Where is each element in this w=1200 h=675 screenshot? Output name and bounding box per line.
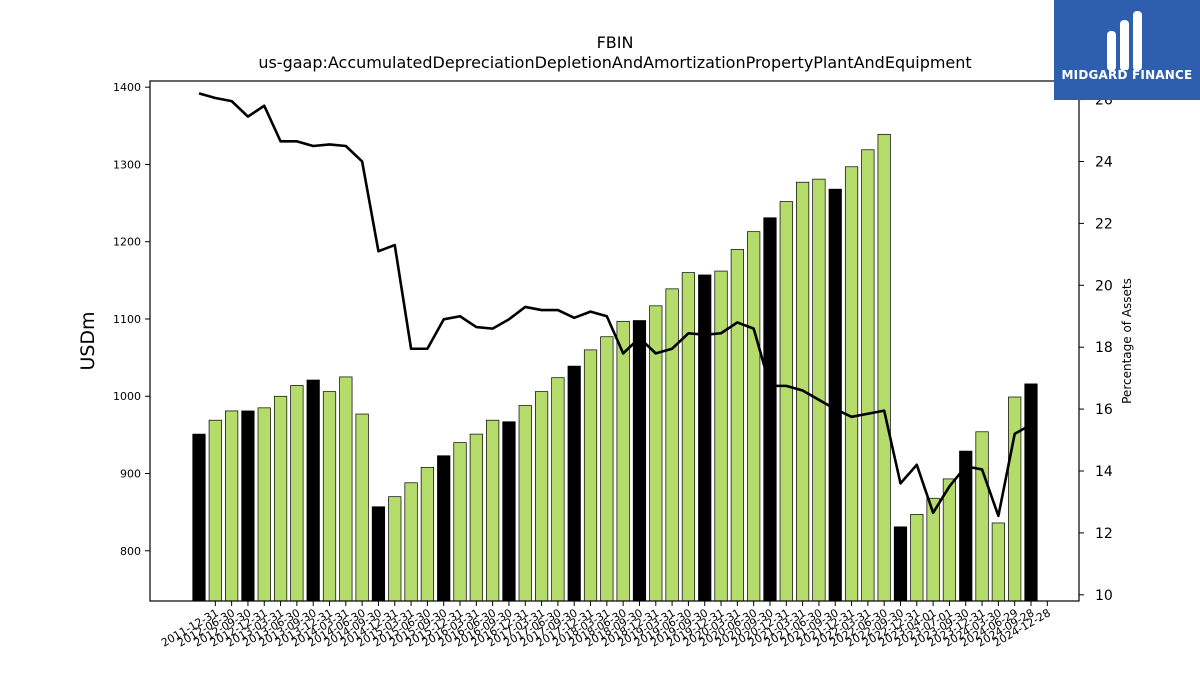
bar-2022-12-31 [910,514,924,602]
bar-2019-12-31 [714,270,728,602]
y2-tick-label: 24 [1095,154,1113,170]
y2-tick-label: 12 [1095,526,1113,542]
y-tick-label: 900 [120,468,141,481]
bar-2013-12-31 [322,391,337,602]
bar-2024-09-28 [1024,383,1038,602]
y2-tick-label: 14 [1095,464,1113,480]
bar-2016-09-30 [502,421,516,602]
y-tick-label: 1300 [113,158,141,171]
bar-2017-09-30 [567,365,581,602]
y2-tick-label: 10 [1095,588,1113,604]
y-tick-label: 1100 [113,313,141,326]
bar-2017-12-31 [583,349,598,602]
bar-2022-03-31 [861,149,875,602]
bar-2012-03-31 [208,419,222,602]
bar-2012-09-30 [241,410,255,602]
bar-2014-06-30 [355,413,369,602]
y2-tick-label: 20 [1095,278,1113,294]
bar-2018-03-31 [600,336,614,602]
bar-2021-12-31 [844,166,859,602]
bar-2012-06-30 [225,410,239,602]
bar-2020-09-30 [763,217,777,602]
bar-2015-06-30 [420,466,434,602]
y-axis-label: USDm [77,311,99,370]
chart-subtitle: us-gaap:AccumulatedDepreciationDepletion… [258,53,971,72]
bar-2013-09-30 [306,379,320,602]
bar-2011-12-31 [192,433,206,602]
bar-2023-07-01 [942,478,957,602]
bar-2022-06-30 [877,133,891,602]
bar-2015-09-30 [437,455,451,602]
y-tick-label: 800 [120,545,141,558]
chart-title: FBIN [597,33,634,52]
bar-series [192,133,1038,602]
bar-2013-03-31 [273,395,288,602]
bar-2019-03-31 [665,288,679,602]
bar-2023-12-31 [975,431,989,602]
bar-2017-06-30 [551,377,565,602]
bar-2014-09-30 [371,506,386,602]
bar-2020-12-31 [779,201,793,602]
y-tick-label: 1400 [113,81,141,94]
bar-2018-09-30 [632,320,647,602]
bar-2021-09-30 [828,188,842,602]
bar-2021-06-30 [812,178,826,602]
y2-tick-label: 16 [1095,402,1113,418]
bar-2018-06-30 [616,320,630,602]
y2-tick-label: 22 [1095,216,1113,232]
bar-2024-06-29 [1008,396,1022,602]
bar-2013-06-30 [290,385,304,602]
bar-2024-03-30 [991,522,1005,602]
bar-2015-03-31 [404,482,418,602]
bar-2016-03-31 [469,433,483,602]
bar-2020-03-31 [730,249,744,602]
bar-2019-06-30 [681,272,696,602]
bar-2019-09-30 [698,274,712,602]
x-axis: 2011-12-312012-06-302012-09-302012-12-31… [159,601,1053,650]
y2-tick-label: 18 [1095,340,1113,356]
bar-2014-03-31 [339,376,353,602]
y-tick-label: 1200 [113,236,141,249]
y-tick-label: 1000 [113,390,141,403]
logo-text: MIDGARD FINANCE [1061,68,1193,82]
percent-line-series [198,92,1032,518]
midgard-logo-icon [1107,11,1142,70]
percent-of-assets-line [198,92,1032,518]
y-axis-left: 800 900 1000 1100 1200 1300 1400 [113,81,150,558]
bar-2014-12-31 [388,496,402,602]
bar-2016-06-30 [486,419,500,602]
bar-2012-12-31 [257,407,271,602]
bar-2016-12-31 [518,405,532,602]
y2-axis-label: Percentage of Assets [1120,278,1134,404]
logo: MIDGARD FINANCE [1054,0,1200,100]
plot-frame [149,80,1080,602]
bar-2017-03-31 [534,391,549,602]
bar-2020-06-30 [747,231,761,602]
bar-2015-12-31 [453,442,467,602]
bar-2022-09-30 [893,526,908,602]
